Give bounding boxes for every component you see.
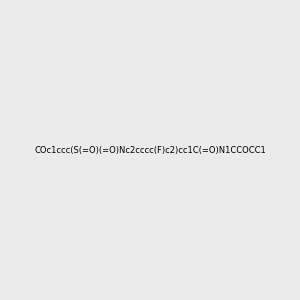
Text: COc1ccc(S(=O)(=O)Nc2cccc(F)c2)cc1C(=O)N1CCOCC1: COc1ccc(S(=O)(=O)Nc2cccc(F)c2)cc1C(=O)N1… [34,146,266,154]
